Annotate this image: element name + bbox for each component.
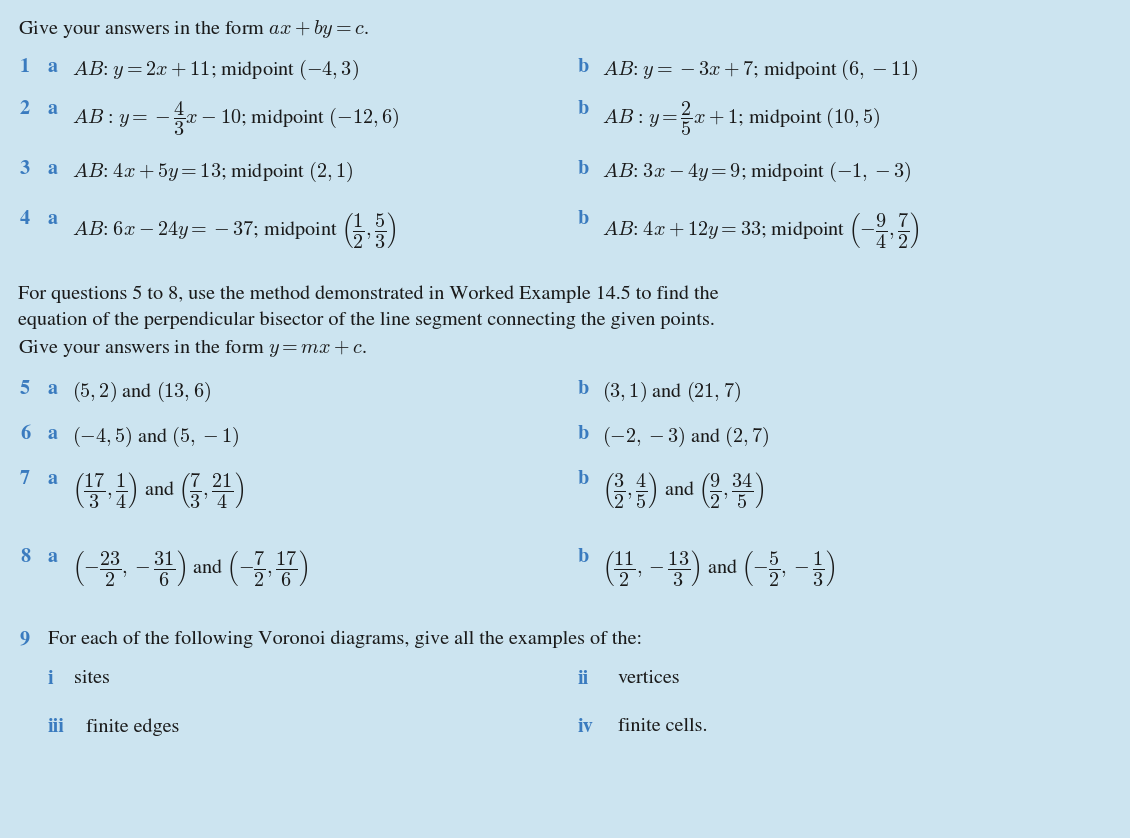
Text: $AB$: $y = -3x + 7$; midpoint $(6, -11)$: $AB$: $y = -3x + 7$; midpoint $(6, -11)$ bbox=[602, 58, 919, 82]
Text: $AB$ : $y = -\dfrac{4}{3}x - 10$; midpoint $(-12, 6)$: $AB$ : $y = -\dfrac{4}{3}x - 10$; midpoi… bbox=[72, 100, 399, 138]
Text: $\left(-\dfrac{23}{2}, -\dfrac{31}{6}\right)$ and $\left(-\dfrac{7}{2}, \dfrac{1: $\left(-\dfrac{23}{2}, -\dfrac{31}{6}\ri… bbox=[72, 548, 308, 588]
Text: a: a bbox=[47, 380, 58, 398]
Text: b: b bbox=[579, 380, 589, 398]
Text: For questions 5 to 8, use the method demonstrated in Worked Example 14.5 to find: For questions 5 to 8, use the method dem… bbox=[18, 285, 719, 303]
Text: $AB$ : $y = \dfrac{2}{5}x + 1$; midpoint $(10, 5)$: $AB$ : $y = \dfrac{2}{5}x + 1$; midpoint… bbox=[602, 100, 881, 138]
Text: equation of the perpendicular bisector of the line segment connecting the given : equation of the perpendicular bisector o… bbox=[18, 311, 715, 328]
Text: $\left(\dfrac{3}{2}, \dfrac{4}{5}\right)$ and $\left(\dfrac{9}{2}, \dfrac{34}{5}: $\left(\dfrac{3}{2}, \dfrac{4}{5}\right)… bbox=[602, 470, 764, 510]
Text: 1: 1 bbox=[20, 58, 31, 76]
Text: a: a bbox=[47, 58, 58, 76]
Text: b: b bbox=[579, 58, 589, 76]
Text: 8: 8 bbox=[20, 548, 31, 566]
Text: 7: 7 bbox=[20, 470, 31, 488]
Text: $AB$: $4x + 12y = 33$; midpoint $\left(-\dfrac{9}{4}, \dfrac{7}{2}\right)$: $AB$: $4x + 12y = 33$; midpoint $\left(-… bbox=[602, 210, 920, 250]
Text: iv: iv bbox=[579, 718, 593, 736]
Text: a: a bbox=[47, 210, 58, 228]
Text: $(5, 2)$ and $(13, 6)$: $(5, 2)$ and $(13, 6)$ bbox=[72, 380, 211, 404]
Text: $\left(\dfrac{17}{3}, \dfrac{1}{4}\right)$ and $\left(\dfrac{7}{3}, \dfrac{21}{4: $\left(\dfrac{17}{3}, \dfrac{1}{4}\right… bbox=[72, 470, 244, 510]
Text: Give your answers in the form $y = mx + c$.: Give your answers in the form $y = mx + … bbox=[18, 337, 367, 359]
Text: b: b bbox=[579, 470, 589, 488]
Text: $AB$: $4x + 5y = 13$; midpoint $(2, 1)$: $AB$: $4x + 5y = 13$; midpoint $(2, 1)$ bbox=[72, 160, 354, 184]
Text: a: a bbox=[47, 100, 58, 118]
Text: a: a bbox=[47, 425, 58, 443]
Text: $AB$: $y = 2x + 11$; midpoint $(-4, 3)$: $AB$: $y = 2x + 11$; midpoint $(-4, 3)$ bbox=[72, 58, 359, 82]
Text: b: b bbox=[579, 548, 589, 566]
Text: 2: 2 bbox=[20, 100, 31, 118]
Text: $\left(\dfrac{11}{2}, -\dfrac{13}{3}\right)$ and $\left(-\dfrac{5}{2}, -\dfrac{1: $\left(\dfrac{11}{2}, -\dfrac{13}{3}\rig… bbox=[602, 548, 835, 588]
Text: vertices: vertices bbox=[618, 670, 680, 687]
Text: ii: ii bbox=[579, 670, 589, 688]
Text: a: a bbox=[47, 470, 58, 488]
Text: finite edges: finite edges bbox=[86, 718, 180, 736]
Text: $(-2, -3)$ and $(2, 7)$: $(-2, -3)$ and $(2, 7)$ bbox=[602, 425, 770, 449]
Text: 4: 4 bbox=[20, 210, 31, 228]
Text: 9: 9 bbox=[20, 630, 31, 648]
Text: b: b bbox=[579, 425, 589, 443]
Text: 3: 3 bbox=[20, 160, 31, 178]
Text: 6: 6 bbox=[20, 425, 31, 443]
Text: a: a bbox=[47, 160, 58, 178]
Text: $AB$: $6x - 24y = -37$; midpoint $\left(\dfrac{1}{2}, \dfrac{5}{3}\right)$: $AB$: $6x - 24y = -37$; midpoint $\left(… bbox=[72, 210, 397, 250]
Text: b: b bbox=[579, 100, 589, 118]
Text: finite cells.: finite cells. bbox=[618, 718, 707, 735]
Text: sites: sites bbox=[73, 670, 110, 687]
Text: 5: 5 bbox=[20, 380, 31, 398]
Text: For each of the following Voronoi diagrams, give all the examples of the:: For each of the following Voronoi diagra… bbox=[47, 630, 642, 648]
Text: $(3, 1)$ and $(21, 7)$: $(3, 1)$ and $(21, 7)$ bbox=[602, 380, 741, 404]
Text: b: b bbox=[579, 210, 589, 228]
Text: iii: iii bbox=[47, 718, 64, 736]
Text: $AB$: $3x - 4y = 9$; midpoint $(-1, -3)$: $AB$: $3x - 4y = 9$; midpoint $(-1, -3)$ bbox=[602, 160, 912, 184]
Text: b: b bbox=[579, 160, 589, 178]
Text: a: a bbox=[47, 548, 58, 566]
Text: Give your answers in the form $ax + by = c$.: Give your answers in the form $ax + by =… bbox=[18, 18, 368, 40]
Text: i: i bbox=[47, 670, 53, 688]
Text: $(-4, 5)$ and $(5, -1)$: $(-4, 5)$ and $(5, -1)$ bbox=[72, 425, 240, 449]
